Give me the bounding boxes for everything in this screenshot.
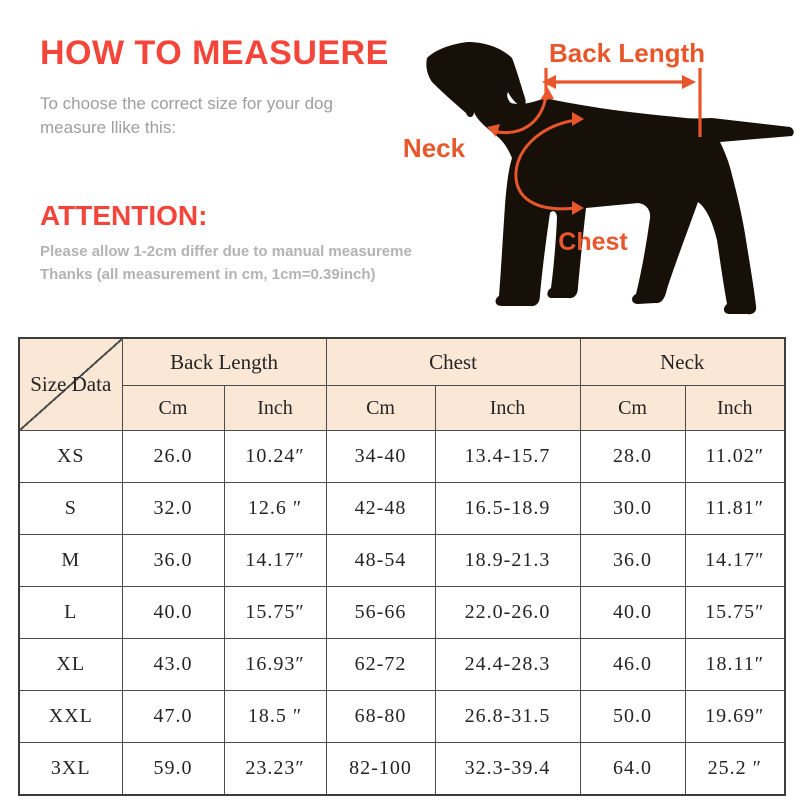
value-cell: 59.0 [121, 742, 225, 796]
value-cell: 46.0 [579, 638, 686, 691]
value-cell: 82-100 [325, 742, 436, 796]
intro-line-2: measure llike this: [40, 117, 177, 137]
value-cell: 26.8-31.5 [434, 690, 581, 743]
value-cell: 13.4-15.7 [434, 430, 581, 483]
value-cell: 15.75″ [684, 586, 786, 639]
value-cell: 26.0 [121, 430, 225, 483]
unit-header-back-inch: Inch [223, 385, 327, 431]
col-group-chest: Chest [325, 337, 581, 386]
value-cell: 30.0 [579, 482, 686, 535]
corner-cell-size-data: Size Data [18, 337, 123, 431]
table-row: XXL 47.0 18.5 ″ 68-80 26.8-31.5 50.0 19.… [18, 690, 786, 743]
value-cell: 12.6 ″ [223, 482, 327, 535]
attention-title: ATTENTION: [40, 200, 208, 231]
unit-header-chest-inch: Inch [434, 385, 581, 431]
chest-arrow [514, 112, 584, 215]
table-row: S 32.0 12.6 ″ 42-48 16.5-18.9 30.0 11.81… [18, 482, 786, 535]
size-cell: XL [18, 638, 123, 691]
unit-header-back-cm: Cm [121, 385, 225, 431]
size-cell: L [18, 586, 123, 639]
value-cell: 19.69″ [684, 690, 786, 743]
unit-header-neck-cm: Cm [579, 385, 686, 431]
value-cell: 14.17″ [223, 534, 327, 587]
back-length-label: Back Length [549, 38, 705, 68]
size-cell: M [18, 534, 123, 587]
attention-text: Please allow 1-2cm differ due to manual … [40, 240, 412, 287]
neck-label: Neck [403, 133, 466, 163]
value-cell: 64.0 [579, 742, 686, 796]
value-cell: 36.0 [121, 534, 225, 587]
dog-diagram-svg: Back Length Neck Chest [403, 38, 794, 315]
value-cell: 62-72 [325, 638, 436, 691]
page-title: HOW TO MEASUERE [40, 34, 389, 72]
value-cell: 18.5 ″ [223, 690, 327, 743]
value-cell: 14.17″ [684, 534, 786, 587]
value-cell: 11.81″ [684, 482, 786, 535]
table-row: XL 43.0 16.93″ 62-72 24.4-28.3 46.0 18.1… [18, 638, 786, 691]
table-group-header-row: Size Data Back Length Chest Neck [18, 337, 786, 431]
col-group-neck: Neck [579, 337, 786, 386]
value-cell: 10.24″ [223, 430, 327, 483]
value-cell: 32.3-39.4 [434, 742, 581, 796]
value-cell: 24.4-28.3 [434, 638, 581, 691]
value-cell: 42-48 [325, 482, 436, 535]
value-cell: 11.02″ [684, 430, 786, 483]
value-cell: 40.0 [579, 586, 686, 639]
table-unit-header-row: Cm Inch Cm Inch Cm Inch [19, 385, 786, 431]
value-cell: 40.0 [121, 586, 225, 639]
value-cell: 36.0 [579, 534, 686, 587]
table-row: M 36.0 14.17″ 48-54 18.9-21.3 36.0 14.17… [18, 534, 786, 587]
value-cell: 16.5-18.9 [434, 482, 581, 535]
size-chart-table: Size Data Back Length Chest Neck Cm Inch… [18, 337, 787, 796]
table-row: XS 26.0 10.24″ 34-40 13.4-15.7 28.0 11.0… [18, 430, 786, 483]
value-cell: 48-54 [325, 534, 436, 587]
value-cell: 18.9-21.3 [434, 534, 581, 587]
col-group-back-length: Back Length [121, 337, 327, 386]
dog-measurement-diagram: Back Length Neck Chest [390, 20, 800, 335]
size-cell: S [18, 482, 123, 535]
unit-header-neck-inch: Inch [684, 385, 786, 431]
value-cell: 43.0 [121, 638, 225, 691]
table-row: L 40.0 15.75″ 56-66 22.0-26.0 40.0 15.75… [18, 586, 786, 639]
size-cell: XXL [18, 690, 123, 743]
value-cell: 23.23″ [223, 742, 327, 796]
value-cell: 47.0 [121, 690, 225, 743]
unit-header-chest-cm: Cm [325, 385, 436, 431]
neck-arrow [487, 88, 554, 137]
value-cell: 16.93″ [223, 638, 327, 691]
value-cell: 56-66 [325, 586, 436, 639]
value-cell: 50.0 [579, 690, 686, 743]
size-cell: 3XL [18, 742, 123, 796]
value-cell: 15.75″ [223, 586, 327, 639]
table-row: 3XL 59.0 23.23″ 82-100 32.3-39.4 64.0 25… [18, 742, 786, 796]
intro-text: To choose the correct size for your dog … [40, 92, 333, 140]
value-cell: 22.0-26.0 [434, 586, 581, 639]
value-cell: 34-40 [325, 430, 436, 483]
chest-label: Chest [558, 228, 628, 256]
back-length-arrowheads [542, 75, 696, 89]
value-cell: 32.0 [121, 482, 225, 535]
value-cell: 28.0 [579, 430, 686, 483]
intro-line-1: To choose the correct size for your dog [40, 94, 333, 113]
value-cell: 68-80 [325, 690, 436, 743]
attention-line-1: Please allow 1-2cm differ due to manual … [40, 243, 412, 260]
value-cell: 25.2 ″ [684, 742, 786, 796]
size-cell: XS [18, 430, 123, 483]
attention-line-2: Thanks (all measurement in cm, 1cm=0.39i… [40, 266, 376, 284]
value-cell: 18.11″ [684, 638, 786, 691]
dog-silhouette-icon [426, 42, 794, 315]
